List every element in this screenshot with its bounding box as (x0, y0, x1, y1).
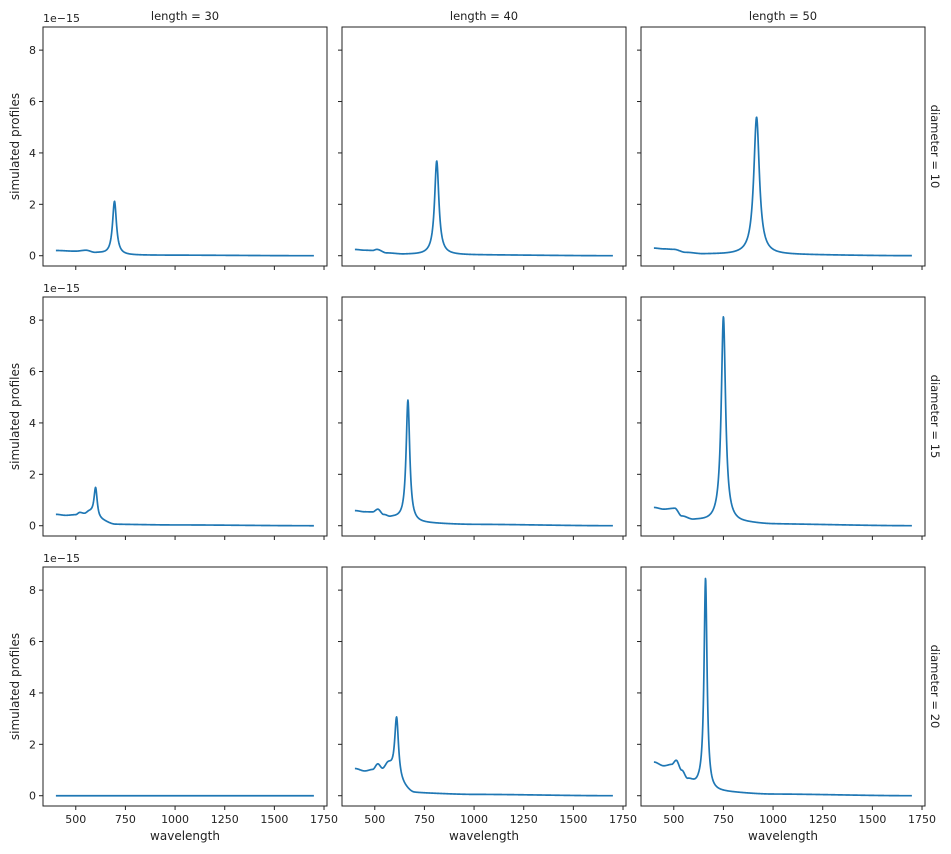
panel-frame-r1-c0 (42, 296, 328, 537)
series-line-r2-c1 (354, 716, 614, 797)
x-tick-label: 1500 (559, 813, 587, 826)
panel-frame-r0-c0 (42, 26, 328, 267)
series-line-r0-c1 (354, 160, 614, 257)
y-tick-label: 8 (29, 314, 36, 327)
y-tick-label: 4 (29, 417, 36, 430)
x-tick-label: 1750 (908, 813, 936, 826)
y-tick-label: 8 (29, 44, 36, 57)
row-title: diameter = 20 (928, 645, 942, 729)
series-line-r1-c1 (354, 399, 614, 527)
x-tick-label: 1250 (809, 813, 837, 826)
x-tick-label: 1750 (310, 813, 338, 826)
y-tick-label: 6 (29, 96, 36, 109)
y-offset-label: 1e−15 (43, 282, 80, 295)
x-tick-label: 1250 (510, 813, 538, 826)
x-tick-label: 1500 (260, 813, 288, 826)
x-tick-label: 1500 (858, 813, 886, 826)
y-tick-label: 0 (29, 250, 36, 263)
y-tick-label: 4 (29, 147, 36, 160)
row-title: diameter = 10 (928, 105, 942, 189)
x-tick-label: 500 (364, 813, 385, 826)
x-tick-label: 1000 (759, 813, 787, 826)
x-axis-label: wavelength (449, 829, 519, 843)
y-axis-label: simulated profiles (8, 363, 22, 470)
x-tick-label: 1000 (460, 813, 488, 826)
series-line-r1-c2 (653, 316, 913, 527)
x-axis-label: wavelength (748, 829, 818, 843)
y-tick-label: 0 (29, 790, 36, 803)
y-tick-label: 2 (29, 738, 36, 751)
series-line-r0-c2 (653, 116, 913, 257)
col-title: length = 30 (151, 9, 219, 23)
y-axis-label: simulated profiles (8, 633, 22, 740)
panel-frame-r1-c1 (341, 296, 627, 537)
y-tick-label: 8 (29, 584, 36, 597)
row-title: diameter = 15 (928, 375, 942, 459)
y-tick-label: 0 (29, 520, 36, 533)
x-tick-label: 1000 (161, 813, 189, 826)
panel-frame-r2-c2 (640, 566, 926, 807)
x-tick-label: 1750 (609, 813, 637, 826)
y-offset-label: 1e−15 (43, 552, 80, 565)
col-title: length = 50 (749, 9, 817, 23)
x-axis-label: wavelength (150, 829, 220, 843)
y-tick-label: 6 (29, 366, 36, 379)
x-tick-label: 1250 (211, 813, 239, 826)
x-tick-label: 750 (115, 813, 136, 826)
x-tick-label: 500 (65, 813, 86, 826)
y-axis-label: simulated profiles (8, 93, 22, 200)
y-offset-label: 1e−15 (43, 12, 80, 25)
col-title: length = 40 (450, 9, 518, 23)
panel-frame-r2-c0 (42, 566, 328, 807)
x-tick-label: 750 (414, 813, 435, 826)
y-tick-label: 6 (29, 636, 36, 649)
y-tick-label: 4 (29, 687, 36, 700)
x-tick-label: 750 (713, 813, 734, 826)
series-line-r0-c0 (55, 200, 315, 257)
panel-frame-r2-c1 (341, 566, 627, 807)
x-tick-label: 500 (663, 813, 684, 826)
panel-frame-r0-c1 (341, 26, 627, 267)
panel-frame-r1-c2 (640, 296, 926, 537)
series-line-r1-c0 (55, 486, 315, 527)
panel-frame-r0-c2 (640, 26, 926, 267)
y-tick-label: 2 (29, 198, 36, 211)
series-line-r2-c2 (653, 577, 913, 797)
y-tick-label: 2 (29, 468, 36, 481)
